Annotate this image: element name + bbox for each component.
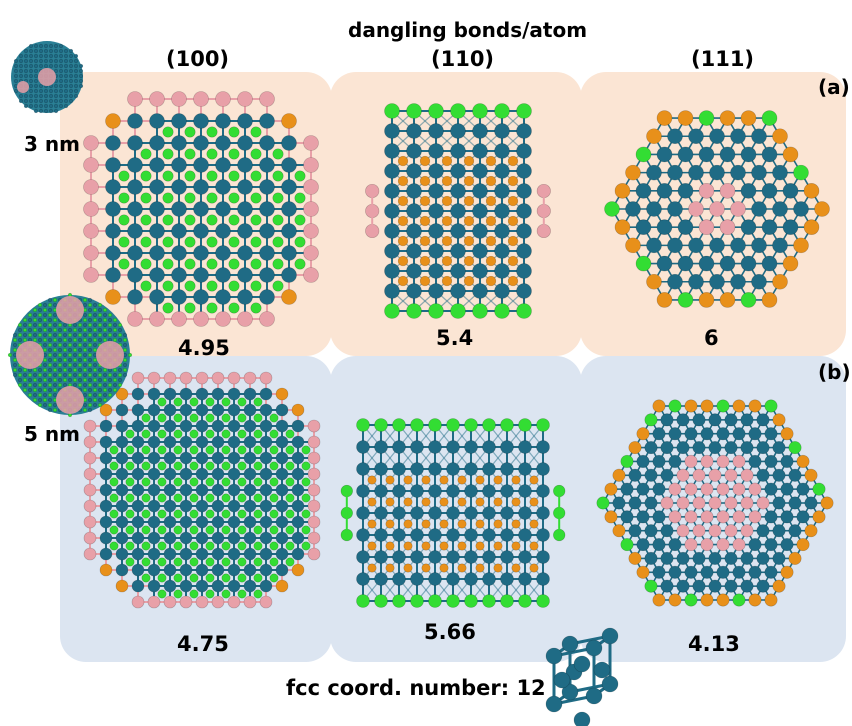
cluster-a-110-image [365,103,551,319]
cluster-b-110-image [340,418,566,608]
column-label-100: (100) [166,47,230,71]
column-label-110: (110) [431,47,495,71]
cluster-a-100-image [83,91,319,327]
nanoparticle-5nm-inset-image [7,292,133,418]
value-b-100: 4.75 [177,632,229,656]
fcc-unit-cell-image [545,627,619,726]
row-tag-a: (a) [818,75,850,99]
value-b-110: 5.66 [424,620,476,644]
cluster-b-111-image [596,399,834,607]
column-label-111: (111) [691,47,755,71]
nanoparticle-3nm-inset-image [11,41,84,114]
row-tag-b: (b) [818,360,851,384]
value-a-100: 4.95 [178,336,230,360]
size-label-3nm: 3 nm [24,132,80,156]
figure-title: dangling bonds/atom [348,18,588,42]
size-label-5nm: 5 nm [24,422,80,446]
value-a-110: 5.4 [436,326,474,350]
cluster-a-111-image [604,110,830,308]
cluster-b-100-image [83,371,321,609]
footer-text: fcc coord. number: 12 [286,676,546,700]
value-b-111: 4.13 [688,632,740,656]
value-a-111: 6 [704,326,719,350]
